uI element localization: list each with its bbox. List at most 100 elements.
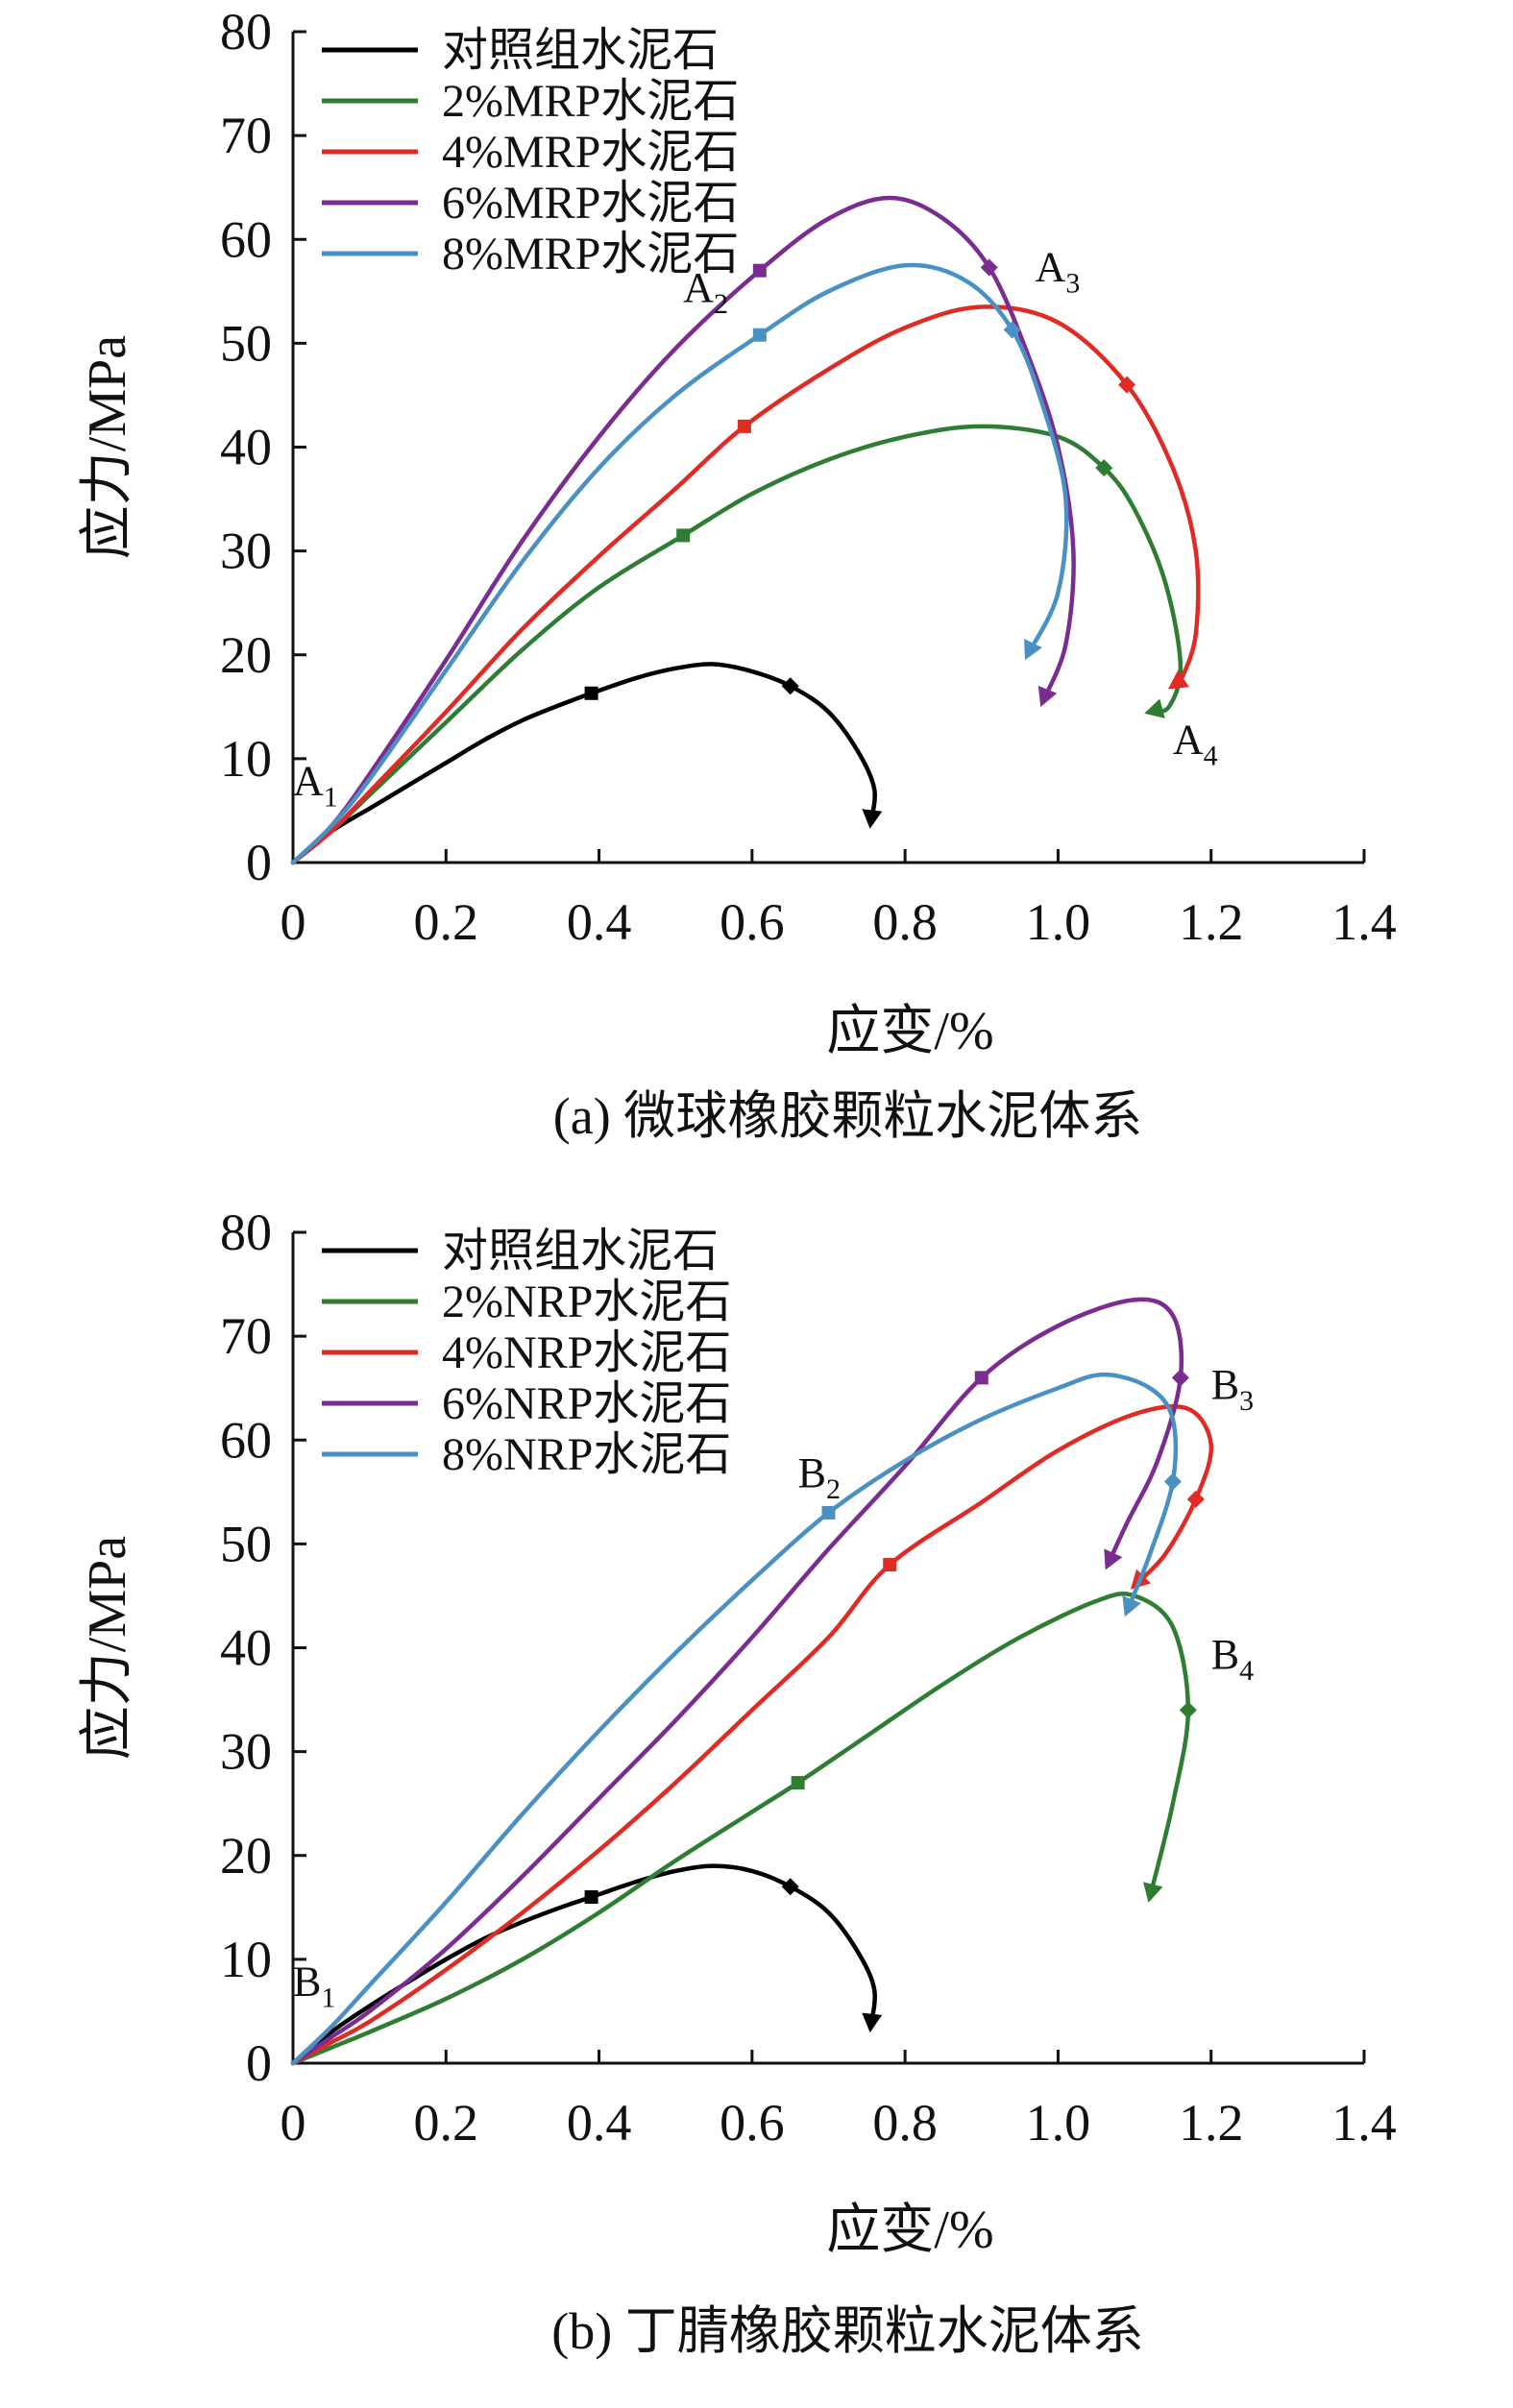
series-point-diamond [1118, 376, 1136, 394]
y-tick-label: 60 [220, 210, 272, 268]
chart-b: 0 10 20 30 40 50 60 70 80 0 0.2 0.4 0.6 0.8 1.0 1.2 1.4 应… [78, 1204, 1397, 2360]
figure-caption: (b) 丁腈橡胶颗粒水泥体系 [551, 2302, 1143, 2360]
series-point-diamond [980, 258, 998, 277]
series-point-diamond [1163, 1472, 1182, 1491]
annotation-subscript: 2 [826, 1473, 841, 1505]
y-axis-label: 应力/MPa [78, 335, 137, 559]
series-end-triangle [1143, 1882, 1163, 1903]
series-end-triangle [1037, 685, 1058, 707]
chart-a: 0 10 20 30 40 50 60 70 80 0 0.2 0.4 0.6 0.8 1.0 1.2 1.4 应… [78, 3, 1397, 1145]
y-tick-label: 70 [220, 107, 272, 164]
y-tick-label: 10 [220, 730, 272, 788]
series-line [290, 1372, 1179, 2066]
series-point-diamond [781, 1878, 799, 1896]
figure-caption: (a) 微球橡胶颗粒水泥体系 [553, 1087, 1142, 1145]
point-annotation: A3 [1036, 244, 1081, 300]
series-end-triangle [1104, 1548, 1123, 1570]
series-point-square [974, 1371, 988, 1385]
series-line [290, 1403, 1213, 2066]
legend-label: 6%MRP水泥石 [442, 178, 739, 229]
x-tick-label: 1.4 [1331, 2094, 1397, 2152]
series-point-square [821, 1505, 836, 1520]
series-end-arrow [862, 2012, 883, 2033]
x-tick-label: 1.2 [1179, 2094, 1244, 2152]
x-tick-label: 1.0 [1026, 2094, 1091, 2152]
series-point-square [737, 419, 751, 433]
point-annotation: A4 [1173, 716, 1218, 771]
y-tick-label: 30 [220, 1723, 272, 1781]
annotation-letter: B [1211, 1361, 1239, 1408]
series-point-square [791, 1776, 805, 1790]
annotation-subscript: 4 [1204, 740, 1218, 771]
point-annotation: A2 [683, 264, 728, 320]
y-tick-label: 70 [220, 1307, 272, 1365]
annotation-letter: A [1036, 244, 1066, 291]
y-tick-label: 40 [220, 419, 272, 476]
annotation-subscript: 2 [714, 288, 728, 320]
series-point-diamond [1179, 1701, 1197, 1719]
y-tick-label: 0 [246, 2034, 272, 2092]
x-tick-label: 1.2 [1179, 893, 1244, 951]
legend-label: 对照组水泥石 [442, 25, 719, 76]
series-point-square [584, 686, 598, 700]
y-tick-label: 20 [220, 626, 272, 684]
series-line [290, 1863, 877, 2066]
annotation-subscript: 1 [324, 782, 338, 814]
series-end-arrow [862, 809, 883, 829]
y-tick-label: 0 [246, 834, 272, 891]
x-axis-label: 应变/% [826, 2201, 993, 2260]
y-axis-label: 应力/MPa [78, 1536, 137, 1760]
legend-label: 8%MRP水泥石 [442, 229, 739, 280]
series-line [290, 662, 877, 865]
series-point-diamond [781, 677, 799, 695]
series-point-diamond [1186, 1490, 1205, 1508]
y-tick-label: 50 [220, 314, 272, 372]
series-end-triangle [1024, 639, 1042, 661]
y-tick-label: 50 [220, 1515, 272, 1572]
x-tick-label: 0.6 [720, 893, 785, 951]
series-line [290, 424, 1184, 865]
legend-label: 2%NRP水泥石 [442, 1277, 731, 1327]
legend-label: 8%NRP水泥石 [442, 1429, 731, 1480]
annotation-letter: B [798, 1449, 826, 1496]
y-tick-label: 10 [220, 1931, 272, 1988]
series-end-triangle [1144, 698, 1165, 718]
point-annotation: A1 [293, 758, 338, 814]
point-annotation: B1 [293, 1958, 335, 2014]
annotation-letter: A [683, 264, 714, 311]
x-tick-label: 0.6 [720, 2094, 785, 2152]
x-tick-label: 0.8 [872, 893, 938, 951]
series-line [290, 1592, 1191, 2066]
x-tick-label: 0.2 [414, 893, 479, 951]
legend-label: 2%MRP水泥石 [442, 76, 739, 127]
x-tick-label: 1.0 [1026, 893, 1091, 951]
y-tick-label: 30 [220, 523, 272, 580]
point-annotation: B2 [798, 1449, 841, 1505]
x-tick-label: 1.4 [1331, 893, 1397, 951]
annotation-letter: A [1173, 716, 1204, 763]
series-line [290, 262, 1069, 865]
y-tick-label: 80 [220, 1204, 272, 1261]
y-tick-label: 80 [220, 3, 272, 61]
legend-label: 4%NRP水泥石 [442, 1327, 731, 1378]
series-point-diamond [1095, 459, 1113, 477]
series-line [290, 1297, 1184, 2066]
annotation-letter: A [293, 758, 324, 805]
annotation-subscript: 4 [1239, 1655, 1254, 1687]
x-axis-label: 应变/% [826, 1002, 993, 1061]
y-tick-label: 20 [220, 1827, 272, 1885]
series-line [290, 304, 1201, 865]
x-tick-label: 0.4 [567, 2094, 632, 2152]
series-point-square [883, 1558, 897, 1571]
annotation-subscript: 1 [321, 1982, 335, 2014]
legend-label: 6%NRP水泥石 [442, 1378, 731, 1429]
x-tick-label: 0.4 [567, 893, 632, 951]
legend-label: 4%MRP水泥石 [442, 127, 739, 178]
x-tick-label: 0.8 [872, 2094, 938, 2152]
series-end-triangle [1167, 669, 1189, 690]
annotation-subscript: 3 [1239, 1385, 1254, 1417]
legend-label: 对照组水泥石 [442, 1226, 719, 1277]
series-end-triangle [1122, 1595, 1141, 1617]
series-point-diamond [1003, 321, 1021, 339]
